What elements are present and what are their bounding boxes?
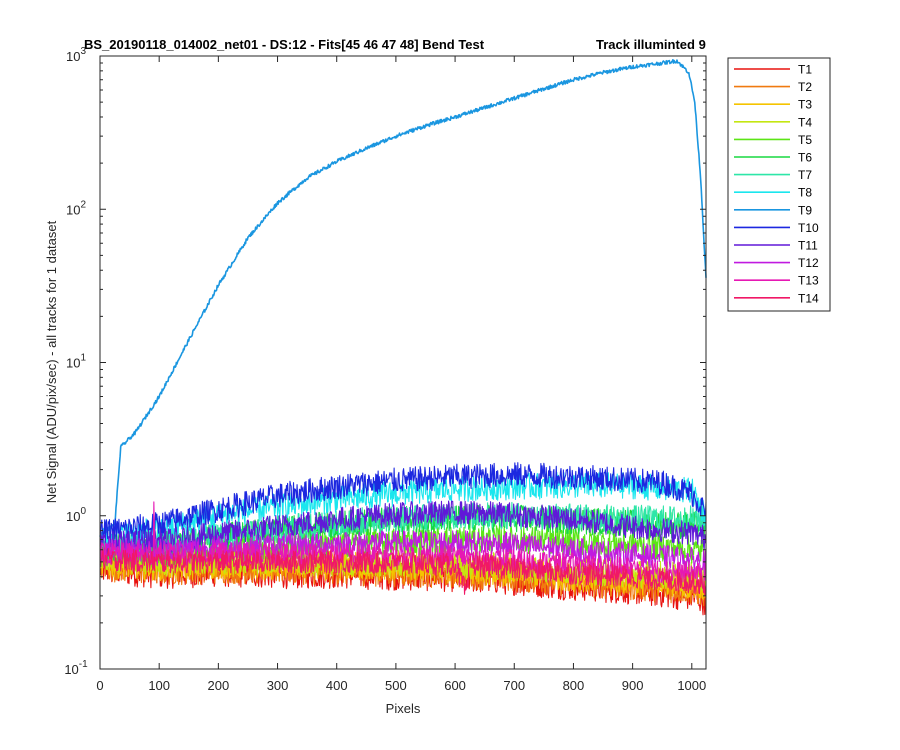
x-tick-label: 700: [503, 678, 525, 693]
legend-label-t7: T7: [798, 168, 812, 182]
y-tick-label: 101: [66, 353, 86, 371]
series-layer: [99, 58, 707, 616]
y-tick-base: 10: [66, 356, 80, 371]
y-tick-exponent: 0: [80, 506, 86, 517]
legend-label-t4: T4: [798, 115, 812, 129]
legend-label-t6: T6: [798, 151, 812, 165]
series-line-t9: [99, 58, 707, 537]
x-tick-label: 200: [208, 678, 230, 693]
legend-label-t8: T8: [798, 186, 812, 200]
x-tick-label: 100: [148, 678, 170, 693]
series-line-t14: [99, 547, 707, 597]
legend-label-t3: T3: [798, 98, 812, 112]
y-tick-label: 103: [66, 46, 86, 64]
x-axis: 0 100 200 300 400 500 600 700 800 900 1000: [96, 56, 706, 693]
legend-label-t9: T9: [798, 203, 812, 217]
legend-label-t5: T5: [798, 133, 812, 147]
y-tick-base: 10: [66, 202, 80, 217]
x-axis-label: Pixels: [386, 701, 421, 716]
legend-label-t13: T13: [798, 274, 819, 288]
x-tick-label: 800: [563, 678, 585, 693]
series-line-t11: [99, 500, 707, 556]
legend-label-t14: T14: [798, 291, 819, 305]
y-tick-label: 10-1: [64, 659, 88, 677]
chart-title-left: BS_20190118_014002_net01 - DS:12 - Fits[…: [84, 37, 485, 52]
x-tick-label: 1000: [677, 678, 706, 693]
y-tick-label: 102: [66, 199, 86, 217]
y-tick-base: 10: [66, 49, 80, 64]
y-axis-label: Net Signal (ADU/pix/sec) - all tracks fo…: [44, 220, 59, 503]
legend-label-t12: T12: [798, 256, 819, 270]
x-tick-label: 300: [267, 678, 289, 693]
x-tick-label: 400: [326, 678, 348, 693]
y-tick-exponent: 2: [80, 199, 86, 210]
x-tick-label: 0: [96, 678, 103, 693]
series-line-t12: [99, 530, 707, 574]
y-tick-base: 10: [64, 662, 78, 677]
y-tick-base: 10: [66, 509, 80, 524]
legend-label-t10: T10: [798, 221, 819, 235]
legend-label-t1: T1: [798, 63, 812, 77]
chart-title-right: Track illuminted 9: [596, 37, 706, 52]
y-tick-exponent: 1: [80, 353, 86, 364]
legend-label-t2: T2: [798, 80, 812, 94]
y-tick-label: 100: [66, 506, 86, 524]
x-tick-label: 500: [385, 678, 407, 693]
legend-items: T1 T2 T3 T4 T5 T6 T7 T8 T9 T10 T11 T12 T13 T14: [734, 63, 819, 305]
x-tick-label: 600: [444, 678, 466, 693]
series-line-t10: [99, 462, 707, 545]
legend-label-t11: T11: [798, 239, 818, 253]
legend: T1 T2 T3 T4 T5 T6 T7 T8 T9 T10 T11 T12 T13 T14: [727, 57, 831, 312]
x-tick-label: 900: [622, 678, 644, 693]
legend-box: [727, 57, 831, 312]
y-tick-exponent: 3: [80, 46, 86, 57]
y-tick-exponent: -1: [79, 659, 88, 670]
